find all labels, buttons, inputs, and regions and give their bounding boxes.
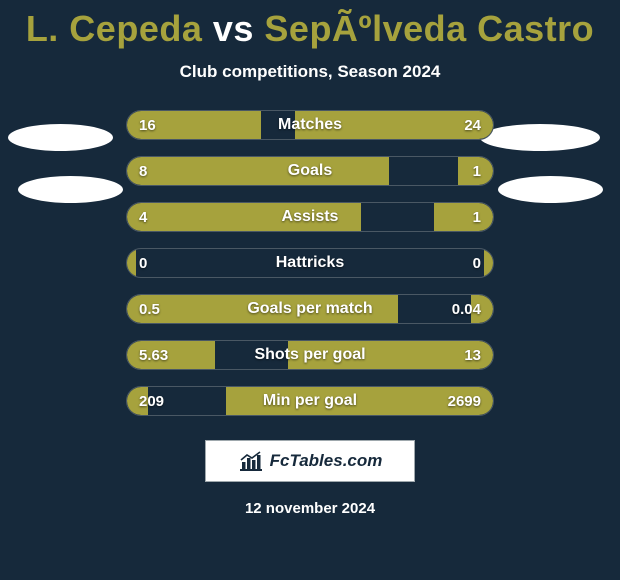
stat-bar-left-fill xyxy=(127,295,398,323)
stat-bar-left-fill xyxy=(127,249,136,277)
stat-bar-label: Hattricks xyxy=(127,249,493,277)
avatar-placeholder-left-1 xyxy=(8,124,113,151)
page-title: L. Cepeda vs SepÃºlveda Castro xyxy=(0,0,620,50)
stat-bar-right-fill xyxy=(288,341,493,369)
avatar-placeholder-right-1 xyxy=(480,124,600,151)
subtitle: Club competitions, Season 2024 xyxy=(0,62,620,82)
stat-bar-right-fill xyxy=(484,249,493,277)
chart-icon xyxy=(238,450,264,472)
avatar-placeholder-left-2 xyxy=(18,176,123,203)
stat-bar-value-left: 0 xyxy=(139,249,147,277)
stat-bar-right-fill xyxy=(471,295,493,323)
stat-bar-right-fill xyxy=(434,203,493,231)
stat-bar-left-fill xyxy=(127,387,148,415)
watermark-badge: FcTables.com xyxy=(205,440,415,482)
stat-bar-row: Goals per match0.50.04 xyxy=(126,294,494,324)
title-vs: vs xyxy=(202,8,264,49)
title-player-right: SepÃºlveda Castro xyxy=(264,8,594,49)
stat-bar-row: Shots per goal5.6313 xyxy=(126,340,494,370)
date-label: 12 november 2024 xyxy=(0,500,620,517)
stat-bar-row: Assists41 xyxy=(126,202,494,232)
stat-bar-left-fill xyxy=(127,157,389,185)
stat-bar-right-fill xyxy=(295,111,493,139)
stat-bar-row: Matches1624 xyxy=(126,110,494,140)
avatar-placeholder-right-2 xyxy=(498,176,603,203)
title-player-left: L. Cepeda xyxy=(26,8,203,49)
stat-bar-right-fill xyxy=(226,387,493,415)
stat-bar-value-right: 0 xyxy=(473,249,481,277)
stat-bar-left-fill xyxy=(127,203,361,231)
watermark-text: FcTables.com xyxy=(270,451,383,471)
stat-bar-row: Hattricks0 0 xyxy=(126,248,494,278)
comparison-bars: Matches1624 Goals81 Assists41 Hattricks0 0 Go… xyxy=(126,110,494,416)
stat-bar-row: Goals81 xyxy=(126,156,494,186)
stat-bar-row: Min per goal2092699 xyxy=(126,386,494,416)
stat-bar-left-fill xyxy=(127,111,261,139)
stat-bar-right-fill xyxy=(458,157,493,185)
stat-bar-left-fill xyxy=(127,341,215,369)
